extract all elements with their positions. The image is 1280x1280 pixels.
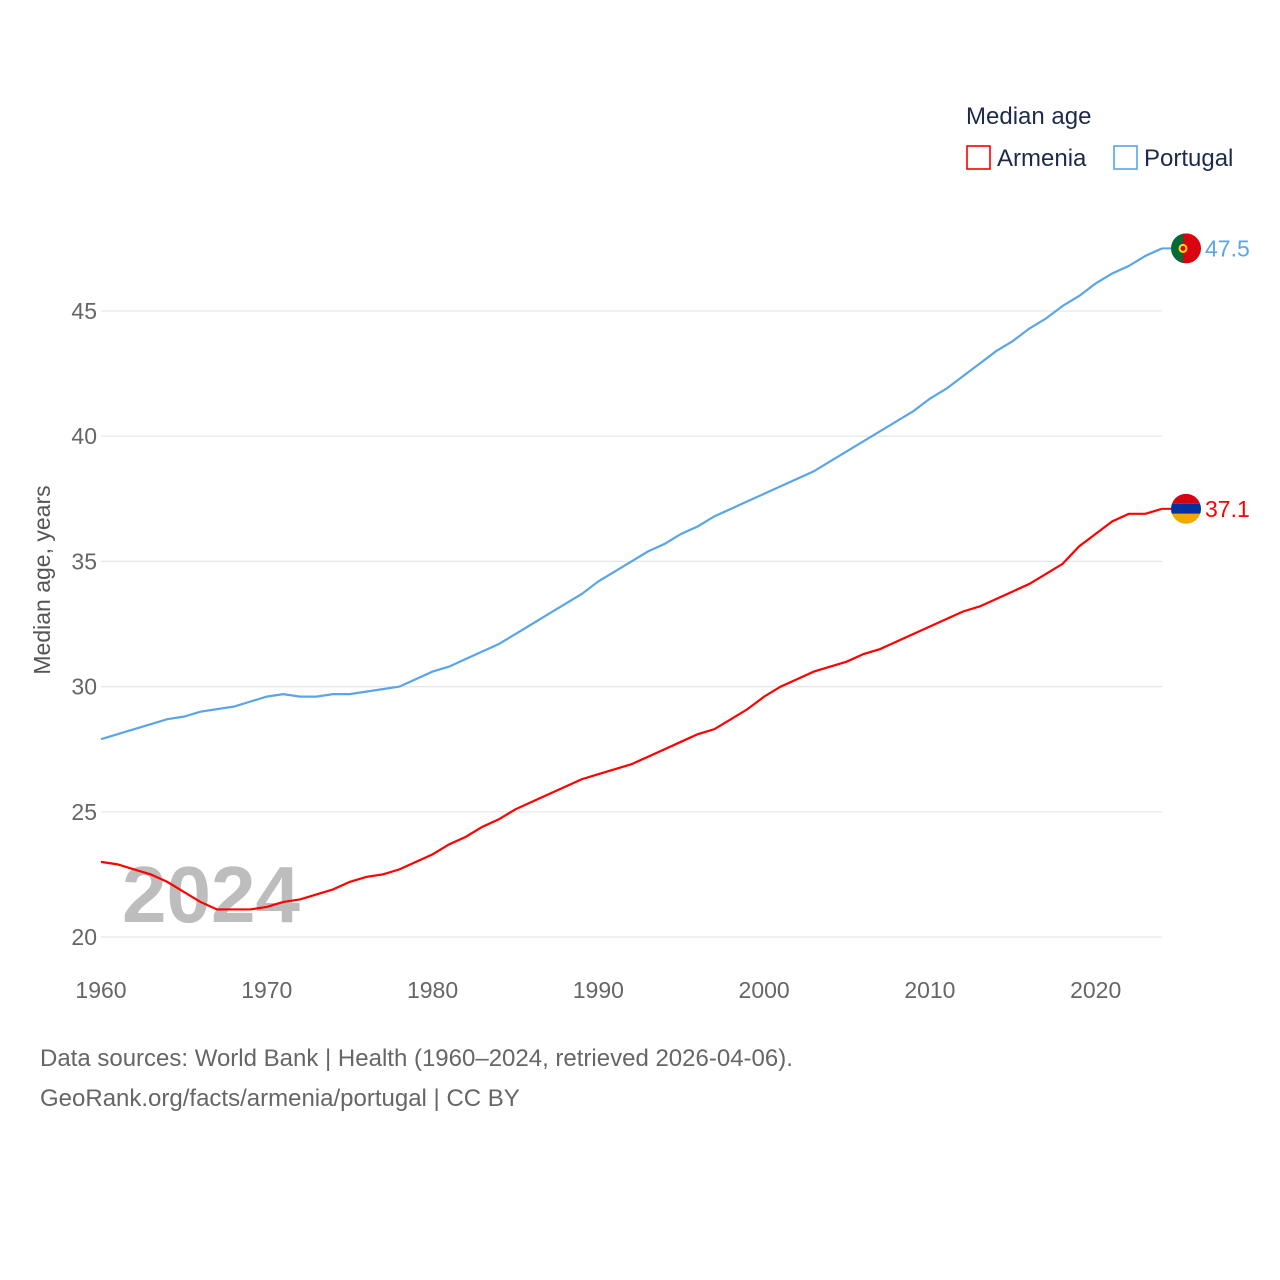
flag-body (1171, 233, 1201, 264)
flag-portugal-icon (1171, 233, 1201, 264)
flag-stripe (1171, 503, 1201, 514)
flag-stripe (1183, 233, 1201, 264)
end-value-label: 47.5 (1205, 235, 1250, 261)
flag-armenia-icon (1171, 493, 1201, 524)
series-line-portugal (100, 247, 1163, 741)
x-tick-label: 2020 (1070, 977, 1121, 1003)
y-axis-label: Median age, years (29, 485, 55, 674)
x-tick-label: 2010 (904, 977, 955, 1003)
legend-item-portugal[interactable]: Portugal (1113, 145, 1233, 172)
flag-stripe (1171, 233, 1183, 264)
y-tick-label: 20 (71, 924, 97, 950)
legend-label: Portugal (1144, 145, 1233, 172)
y-tick-label: 35 (71, 548, 97, 574)
y-tick-label: 25 (71, 799, 97, 825)
flag-stripe (1171, 513, 1201, 524)
y-tick-label: 45 (71, 298, 97, 324)
legend-swatch (1113, 145, 1138, 170)
end-value-label: 37.1 (1205, 496, 1250, 522)
x-tick-label: 1990 (573, 977, 624, 1003)
y-tick-label: 40 (71, 423, 97, 449)
legend-label: Armenia (997, 145, 1087, 172)
series-line-armenia (100, 507, 1163, 911)
x-tick-label: 2000 (739, 977, 790, 1003)
x-tick-label: 1970 (241, 977, 292, 1003)
legend-item-armenia[interactable]: Armenia (966, 145, 1087, 172)
flag-body (1171, 493, 1201, 524)
footer-link[interactable]: GeoRank.org/facts/armenia/portugal | CC … (40, 1085, 520, 1112)
flag-stripe (1171, 493, 1201, 504)
x-tick-label: 1980 (407, 977, 458, 1003)
y-tick-label: 30 (71, 674, 97, 700)
footer-sources: Data sources: World Bank | Health (1960–… (40, 1045, 793, 1072)
flag-emblem (1180, 245, 1186, 251)
x-tick-label: 1960 (75, 977, 126, 1003)
watermark-year: 2024 (122, 850, 300, 939)
legend-title: Median age (966, 103, 1091, 130)
legend-swatch (966, 145, 991, 170)
